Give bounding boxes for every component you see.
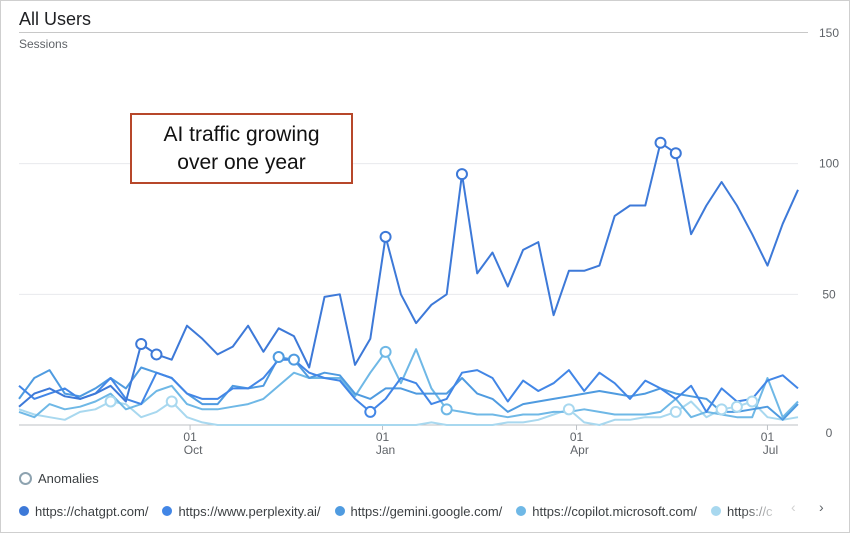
- anomalies-toggle[interactable]: Anomalies: [19, 471, 99, 486]
- title-divider: [19, 32, 808, 33]
- chevron-left-icon[interactable]: ‹: [791, 499, 796, 515]
- y-tick-label: 100: [819, 157, 839, 171]
- chevron-right-icon[interactable]: ›: [819, 499, 824, 515]
- x-tick-day-label: 01: [761, 430, 775, 444]
- y-tick-label: 0: [826, 426, 833, 440]
- x-tick-month-label: Oct: [184, 443, 203, 457]
- series-line: [18, 356, 799, 421]
- anomaly-marker: [272, 351, 285, 364]
- anomaly-marker: [104, 395, 117, 408]
- series-line: [18, 358, 799, 413]
- x-tick-day-label: 01: [570, 430, 584, 444]
- anomaly-circle-icon: [19, 472, 32, 485]
- page-title: All Users: [19, 9, 92, 29]
- annotation-box: AI traffic growing over one year: [130, 113, 353, 184]
- anomaly-marker: [364, 405, 377, 418]
- anomaly-marker: [562, 403, 575, 416]
- annotation-line-2: over one year: [177, 150, 306, 174]
- anomaly-marker: [287, 353, 300, 366]
- anomaly-marker: [455, 168, 468, 181]
- y-tick-label: 150: [819, 26, 839, 40]
- anomaly-marker: [379, 230, 392, 243]
- anomaly-marker: [730, 400, 743, 413]
- anomaly-marker: [440, 403, 453, 416]
- legend-label: https://gemini.google.com/: [350, 503, 503, 519]
- anomaly-marker: [654, 136, 667, 149]
- x-tick-day-label: 01: [376, 430, 390, 444]
- x-tick-month-label: Jul: [763, 443, 778, 457]
- legend-dot-icon: [516, 506, 527, 516]
- anomaly-marker: [150, 348, 163, 361]
- annotation-line-1: AI traffic growing: [163, 122, 320, 146]
- anomalies-label: Anomalies: [38, 471, 99, 486]
- legend-dot-icon: [162, 506, 173, 516]
- legend-label: https://chatgpt.com/: [35, 503, 149, 519]
- legend-dot-icon: [711, 506, 722, 516]
- legend-item[interactable]: https://chatgpt.com/: [19, 504, 148, 519]
- legend-fade: [741, 497, 801, 523]
- anomaly-marker: [746, 395, 759, 408]
- series-line: [18, 400, 799, 426]
- anomaly-marker: [165, 395, 178, 408]
- series-line: [18, 141, 799, 408]
- anomaly-marker: [135, 337, 148, 350]
- anomaly-marker: [669, 147, 682, 160]
- legend-item[interactable]: https://www.perplexity.ai/: [162, 503, 321, 519]
- metric-label: Sessions: [19, 37, 68, 51]
- x-tick-day-label: 01: [183, 430, 197, 444]
- series-line: [18, 348, 799, 419]
- x-tick-month-label: Jan: [376, 443, 395, 457]
- legend: https://chatgpt.com/https://www.perplexi…: [19, 501, 797, 521]
- x-tick-month-label: Apr: [570, 443, 589, 457]
- legend-item[interactable]: https://gemini.google.com/: [334, 503, 503, 519]
- legend-dot-icon: [334, 506, 345, 516]
- legend-label: https://www.perplexity.ai/: [178, 503, 321, 519]
- legend-dot-icon: [19, 506, 29, 516]
- legend-label: https://copilot.microsoft.com/: [532, 503, 698, 519]
- legend-item[interactable]: https://copilot.microsoft.com/: [516, 504, 697, 519]
- anomaly-marker: [715, 403, 728, 416]
- anomaly-marker: [669, 405, 682, 418]
- y-tick-label: 50: [822, 287, 836, 301]
- anomaly-marker: [379, 345, 392, 358]
